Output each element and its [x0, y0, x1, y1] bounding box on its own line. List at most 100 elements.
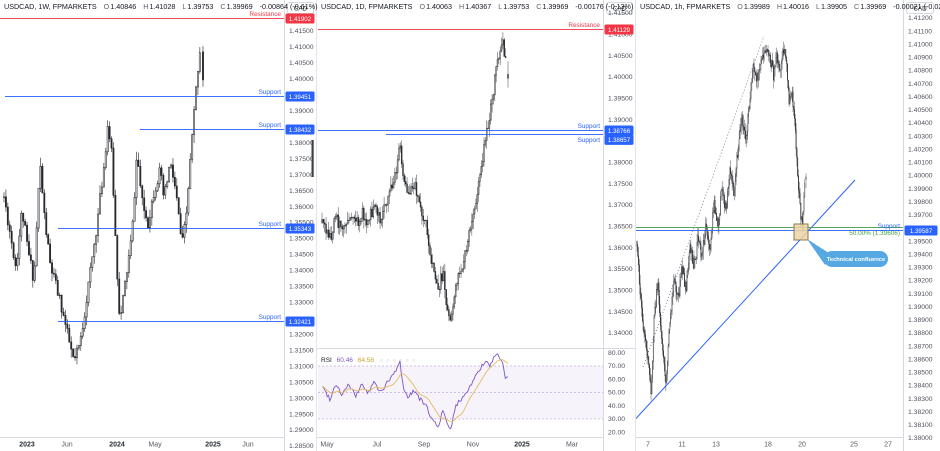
price-tick-label: 1.35500 — [608, 266, 633, 273]
price-level-chip-value: 1.41902 — [289, 16, 312, 23]
callout-bubble[interactable] — [824, 251, 888, 267]
time-tick-label: 13 — [712, 442, 720, 449]
time-tick-label: 25 — [850, 442, 858, 449]
price-tick-label: 1.38800 — [908, 330, 933, 337]
high-label: H — [776, 2, 783, 11]
price-level-chip-value: 1.39451 — [289, 94, 312, 101]
price-level-chip — [604, 134, 634, 145]
rsi-settings-dots-icon[interactable]: ○ ○ ○ ○ ○ ○ — [379, 358, 416, 364]
time-tick-label: Sep — [418, 442, 431, 449]
price-tick-label: 1.39400 — [908, 251, 933, 258]
low-label: L — [498, 2, 503, 11]
price-change: -0.00176 (-0.13%) — [575, 2, 634, 11]
price-level-chip-value: 1.35343 — [289, 226, 312, 233]
price-tick-label: 1.39800 — [908, 199, 933, 206]
chart-title[interactable]: USDCAD, 1D, FPMARKETS — [321, 2, 413, 11]
price-tick-label: 1.39000 — [908, 304, 933, 311]
rsi-tick-label: 70.00 — [608, 363, 625, 370]
chart-title[interactable]: USDCAD, 1h, FPMARKETS — [640, 2, 731, 11]
price-tick-label: 1.40200 — [908, 146, 933, 153]
time-tick-label: Jun — [61, 442, 72, 449]
price-tick-label: 1.37000 — [289, 172, 314, 179]
price-tick-label: 1.35000 — [608, 288, 633, 295]
callout-text: Technical confluence — [827, 257, 886, 263]
price-tick-label: 1.36500 — [289, 188, 314, 195]
currency-button-label: CAD — [613, 6, 627, 13]
price-tick-label: 1.40000 — [289, 76, 314, 83]
price-tick-label: 1.41000 — [608, 32, 633, 39]
time-tick-label: May — [320, 442, 334, 449]
price-tick-label: 1.36000 — [608, 245, 633, 252]
price-level-chip-value: 1.38766 — [608, 128, 631, 135]
price-level-chip — [285, 91, 315, 102]
ascending-trendline[interactable] — [636, 179, 856, 425]
price-level-chip-value: 1.41129 — [608, 27, 630, 34]
currency-button[interactable] — [906, 2, 934, 14]
time-tick-label: 2025 — [205, 442, 221, 449]
rsi-tick-label: 20.00 — [608, 430, 625, 437]
price-tick-label: 1.40800 — [908, 68, 933, 75]
axis-scroll-handle[interactable] — [311, 140, 314, 177]
price-tick-label: 1.40700 — [908, 81, 933, 88]
price-tick-label: 1.39500 — [908, 238, 933, 245]
chart-header-weekly: USDCAD, 1W, FPMARKETS O1.40846 H1.41028 … — [4, 2, 318, 11]
rsi-tick-label: 30.00 — [608, 416, 625, 423]
rsi-tick-label: 80.00 — [608, 350, 625, 357]
price-tick-label: 1.31500 — [289, 347, 314, 354]
weekly-chart-canvas[interactable]: CAD 1.41500 1.41000 1.40500 1.40000 1.39000 1.… — [0, 0, 317, 451]
daily-chart-canvas[interactable]: 80.0070.0060.0050.0040.0030.0020.00CAD1.… — [317, 0, 636, 451]
dotted-trendline[interactable] — [642, 35, 765, 368]
candles-series — [636, 41, 807, 401]
price-level-chip — [604, 125, 634, 136]
price-tick-label: 1.40500 — [908, 107, 933, 114]
support-label: Support — [578, 137, 601, 144]
time-tick-label: 2024 — [109, 442, 125, 449]
support-label: Support — [259, 89, 282, 96]
close-label: C — [536, 2, 542, 11]
currency-button[interactable] — [606, 2, 633, 14]
price-tick-label: 1.38400 — [908, 383, 933, 390]
time-tick-label: 7 — [646, 442, 650, 449]
panel-separator[interactable] — [316, 0, 317, 451]
rsi-tick-label: 40.00 — [608, 403, 625, 410]
price-tick-label: 1.28500 — [289, 443, 314, 450]
price-tick-label: 1.41100 — [908, 28, 932, 35]
rsi-indicator-legend[interactable]: RSI 60.46 64.58 ○ ○ ○ ○ ○ ○ — [321, 357, 416, 364]
time-tick-label: Nov — [467, 442, 480, 449]
support-label: Support — [259, 221, 282, 228]
price-level-chip — [604, 24, 634, 35]
price-level-chip — [904, 225, 938, 236]
time-tick-label: 2023 — [19, 442, 35, 449]
price-tick-label: 1.41500 — [289, 28, 314, 35]
close-value: 1.39969 — [542, 2, 569, 11]
low-label: L — [182, 2, 187, 11]
panel-separator[interactable] — [635, 0, 636, 451]
time-tick-label: May — [148, 442, 162, 449]
price-tick-label: 1.39500 — [608, 96, 633, 103]
price-tick-label: 1.39300 — [908, 265, 933, 272]
price-tick-label: 1.34500 — [608, 309, 633, 316]
price-tick-label: 1.40000 — [908, 173, 933, 180]
price-level-chip — [285, 223, 315, 234]
price-level-chip — [285, 124, 315, 135]
price-tick-label: 1.30000 — [289, 395, 314, 402]
time-tick-label: Jun — [242, 442, 253, 449]
close-label: C — [220, 2, 226, 11]
fib-label: 50.00% (1.39606) — [849, 230, 900, 237]
confluence-highlight-box[interactable] — [793, 223, 809, 241]
price-level-chip — [285, 13, 315, 24]
price-tick-label: 1.38700 — [908, 343, 933, 350]
price-tick-label: 1.33000 — [289, 300, 314, 307]
support-label: Support — [878, 223, 901, 230]
hourly-chart-canvas[interactable]: CAD 1.41200 1.41100 1.41000 1.40900 1.40800 1.… — [636, 0, 940, 451]
price-tick-label: 1.40300 — [908, 133, 933, 140]
price-level-chip-value: 1.38432 — [289, 127, 312, 134]
rsi-ma-line — [321, 359, 509, 423]
price-tick-label: 1.38000 — [908, 435, 933, 442]
price-tick-label: 1.29500 — [289, 411, 314, 418]
low-label: L — [816, 2, 821, 11]
candles-series — [3, 46, 204, 365]
price-tick-label: 1.37500 — [289, 156, 314, 163]
chart-title[interactable]: USDCAD, 1W, FPMARKETS — [4, 2, 97, 11]
